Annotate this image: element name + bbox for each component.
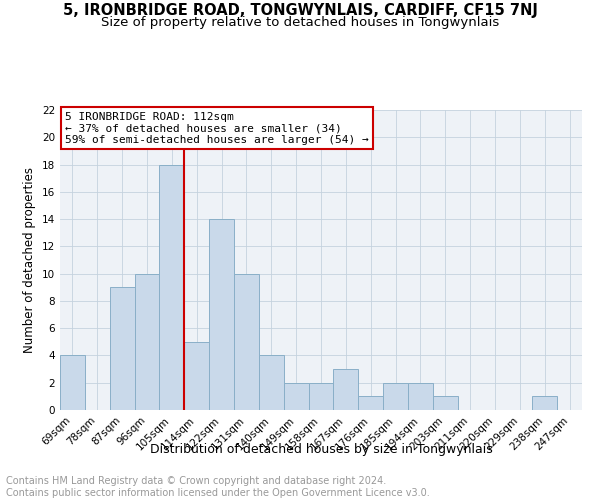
Bar <box>234 274 259 410</box>
Bar <box>334 369 358 410</box>
Bar <box>358 396 383 410</box>
Bar <box>60 356 85 410</box>
Bar <box>308 382 334 410</box>
Bar <box>160 164 184 410</box>
Bar <box>209 219 234 410</box>
Text: 5 IRONBRIDGE ROAD: 112sqm
← 37% of detached houses are smaller (34)
59% of semi-: 5 IRONBRIDGE ROAD: 112sqm ← 37% of detac… <box>65 112 369 144</box>
Bar <box>134 274 160 410</box>
Text: Contains HM Land Registry data © Crown copyright and database right 2024.
Contai: Contains HM Land Registry data © Crown c… <box>6 476 430 498</box>
Bar <box>532 396 557 410</box>
Bar <box>110 288 134 410</box>
Text: Distribution of detached houses by size in Tongwynlais: Distribution of detached houses by size … <box>149 442 493 456</box>
Bar <box>383 382 408 410</box>
Bar <box>433 396 458 410</box>
Y-axis label: Number of detached properties: Number of detached properties <box>23 167 37 353</box>
Text: 5, IRONBRIDGE ROAD, TONGWYNLAIS, CARDIFF, CF15 7NJ: 5, IRONBRIDGE ROAD, TONGWYNLAIS, CARDIFF… <box>62 2 538 18</box>
Bar <box>259 356 284 410</box>
Bar <box>408 382 433 410</box>
Text: Size of property relative to detached houses in Tongwynlais: Size of property relative to detached ho… <box>101 16 499 29</box>
Bar <box>284 382 308 410</box>
Bar <box>184 342 209 410</box>
